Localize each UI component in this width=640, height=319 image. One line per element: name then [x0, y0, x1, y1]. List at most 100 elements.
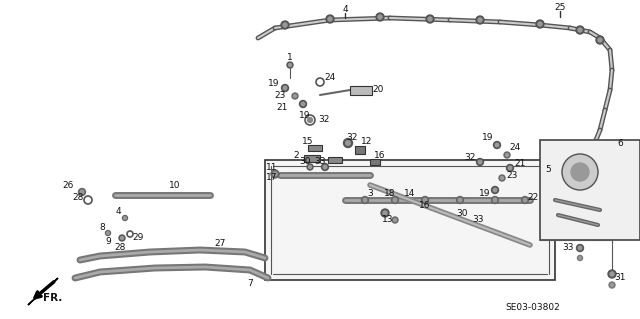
Circle shape: [493, 142, 500, 149]
Text: 19: 19: [268, 79, 280, 88]
Circle shape: [423, 198, 427, 202]
Circle shape: [611, 284, 614, 286]
Text: 31: 31: [614, 273, 626, 283]
Text: 8: 8: [99, 224, 105, 233]
Circle shape: [536, 20, 544, 28]
Text: 18: 18: [384, 189, 396, 197]
Circle shape: [383, 211, 387, 215]
Circle shape: [106, 231, 111, 235]
Text: 25: 25: [554, 4, 566, 12]
Text: 32: 32: [318, 115, 330, 124]
Circle shape: [493, 188, 497, 192]
Circle shape: [508, 166, 512, 170]
Text: 4: 4: [115, 207, 121, 217]
Text: 7: 7: [247, 279, 253, 288]
Text: 9: 9: [105, 238, 111, 247]
Circle shape: [495, 143, 499, 147]
Text: 32: 32: [464, 152, 476, 161]
Circle shape: [477, 159, 483, 166]
Circle shape: [608, 270, 616, 278]
Text: 6: 6: [617, 138, 623, 147]
Text: 19: 19: [483, 133, 493, 143]
Circle shape: [364, 198, 367, 202]
Text: 19: 19: [300, 110, 311, 120]
Circle shape: [609, 282, 615, 288]
Circle shape: [392, 217, 398, 223]
Text: 16: 16: [419, 201, 431, 210]
Circle shape: [492, 187, 499, 194]
Text: 24: 24: [324, 73, 335, 83]
Circle shape: [579, 246, 582, 250]
Bar: [304, 154, 320, 161]
Text: 33: 33: [472, 216, 484, 225]
Text: SE03-03802: SE03-03802: [506, 303, 561, 313]
Bar: [355, 146, 365, 154]
Circle shape: [504, 152, 510, 158]
Circle shape: [287, 62, 293, 68]
Circle shape: [394, 219, 397, 221]
Bar: [370, 159, 380, 165]
Text: 4: 4: [342, 5, 348, 14]
Circle shape: [79, 189, 86, 196]
Circle shape: [579, 257, 581, 259]
Text: 30: 30: [456, 209, 468, 218]
Circle shape: [119, 235, 125, 241]
Circle shape: [376, 13, 384, 21]
Circle shape: [344, 138, 353, 147]
Text: 32: 32: [346, 132, 358, 142]
Circle shape: [499, 175, 505, 181]
Polygon shape: [28, 278, 58, 305]
Bar: [540, 140, 640, 240]
Text: 33: 33: [563, 243, 573, 253]
Circle shape: [362, 197, 369, 204]
Circle shape: [124, 217, 126, 219]
Circle shape: [538, 22, 542, 26]
Text: 22: 22: [527, 194, 539, 203]
Circle shape: [289, 63, 291, 66]
Circle shape: [393, 198, 397, 202]
Text: 17: 17: [266, 174, 278, 182]
Circle shape: [307, 117, 312, 122]
Circle shape: [577, 244, 584, 251]
Text: 28: 28: [115, 243, 125, 253]
Circle shape: [610, 272, 614, 276]
Text: 29: 29: [132, 234, 144, 242]
Text: 3: 3: [367, 189, 373, 197]
Text: 11: 11: [266, 164, 278, 173]
Text: 15: 15: [302, 137, 314, 145]
Text: 24: 24: [509, 144, 520, 152]
Circle shape: [381, 209, 389, 217]
Text: 5: 5: [545, 166, 551, 174]
Text: 27: 27: [214, 239, 226, 248]
Circle shape: [493, 198, 497, 202]
Circle shape: [328, 17, 332, 21]
Circle shape: [307, 164, 313, 170]
Circle shape: [323, 165, 327, 169]
Circle shape: [598, 38, 602, 42]
Text: 33: 33: [314, 158, 326, 167]
Text: 28: 28: [72, 194, 84, 203]
Text: 30: 30: [300, 158, 311, 167]
Text: 12: 12: [362, 137, 372, 145]
Circle shape: [522, 197, 529, 204]
Circle shape: [273, 172, 277, 176]
Circle shape: [426, 15, 434, 23]
Circle shape: [292, 93, 298, 99]
Circle shape: [284, 86, 287, 90]
Text: 21: 21: [515, 159, 525, 167]
Circle shape: [281, 21, 289, 29]
Circle shape: [492, 197, 499, 204]
Text: 13: 13: [382, 216, 394, 225]
Circle shape: [378, 15, 382, 19]
Circle shape: [506, 153, 509, 157]
Circle shape: [346, 141, 350, 145]
Bar: [350, 86, 372, 95]
Circle shape: [458, 198, 461, 202]
Text: 19: 19: [479, 189, 491, 197]
Circle shape: [392, 197, 399, 204]
Text: FR.: FR.: [44, 293, 63, 303]
Circle shape: [271, 170, 279, 178]
Text: 1: 1: [287, 54, 293, 63]
Bar: [308, 145, 322, 151]
Circle shape: [308, 166, 312, 168]
